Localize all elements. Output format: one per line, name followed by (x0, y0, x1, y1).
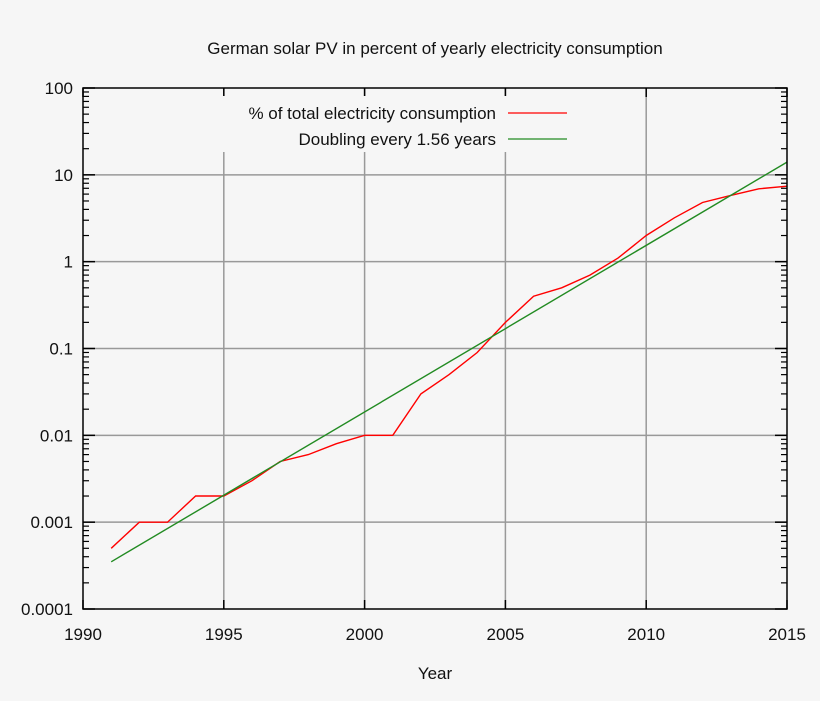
grid (83, 88, 787, 609)
legend-label-0: % of total electricity consumption (248, 104, 496, 123)
x-tick-label: 2000 (346, 625, 384, 644)
chart-title: German solar PV in percent of yearly ele… (207, 39, 662, 58)
y-tick-label: 0.0001 (21, 600, 73, 619)
x-tick-label: 2015 (768, 625, 806, 644)
y-tick-label: 0.01 (40, 426, 73, 445)
plot-frame (82, 87, 788, 610)
series-line-1 (110, 161, 788, 563)
legend: % of total electricity consumption Doubl… (185, 96, 577, 152)
legend-label-1: Doubling every 1.56 years (298, 130, 496, 149)
y-tick-label: 0.001 (30, 513, 73, 532)
x-tick-label: 2005 (486, 625, 524, 644)
x-tick-label: 1995 (205, 625, 243, 644)
x-tick-label: 1990 (64, 625, 102, 644)
x-tick-label: 2010 (627, 625, 665, 644)
ticks: 1990 1995 2000 2005 2010 2015 0.0001 0.001 0.01 0… (21, 79, 806, 644)
series-line-0 (110, 185, 788, 549)
x-axis-label: Year (418, 664, 453, 683)
series-lines (110, 161, 788, 563)
y-tick-label: 10 (54, 166, 73, 185)
y-tick-label: 0.1 (49, 340, 73, 359)
y-tick-label: 1 (64, 253, 73, 272)
y-tick-label: 100 (45, 79, 73, 98)
